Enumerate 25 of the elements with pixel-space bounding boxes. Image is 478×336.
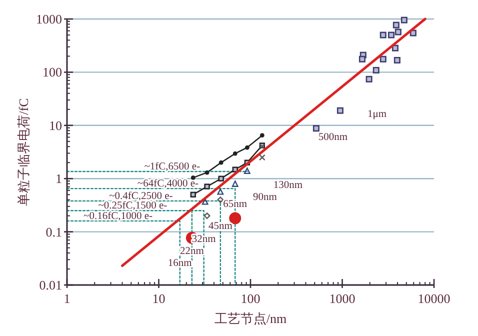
x-tick-label: 10 [152,291,166,306]
y-tick-label: 100 [42,64,62,80]
annotation: 22nm [180,246,204,258]
annotation: 45nm [208,220,232,232]
annotation: 65nm [223,198,248,210]
annotation: 90nm [253,192,277,203]
annotation: ~0.25fC,1500 e- [98,200,168,212]
annotation: ~0.16fC,1000 e- [84,210,154,222]
x-tick-label: 1000 [329,291,356,306]
annotation: 130nm [273,180,303,191]
annotation: 1μm [367,109,387,120]
y-tick-label: 1 [56,171,62,186]
annotation: 16nm [168,258,192,269]
y-tick-label: 10 [49,118,62,133]
x-tick-label: 10000 [418,291,450,306]
annotation: 500nm [318,132,348,143]
annotation: ~0.4fC,2500 e- [109,190,174,202]
annotation: ~1fC,6500 e- [144,161,201,172]
y-axis-title: 单粒子临界电荷/fC [16,98,31,206]
x-axis-title: 工艺节点/nm [214,311,287,326]
annotation: ~64fC,4000 e- [137,178,200,190]
y-tick-label: 0.1 [46,224,62,240]
y-tick-label: 0.01 [39,278,62,292]
x-tick-label: 100 [240,291,260,306]
y-tick-label: 1000 [36,12,62,26]
